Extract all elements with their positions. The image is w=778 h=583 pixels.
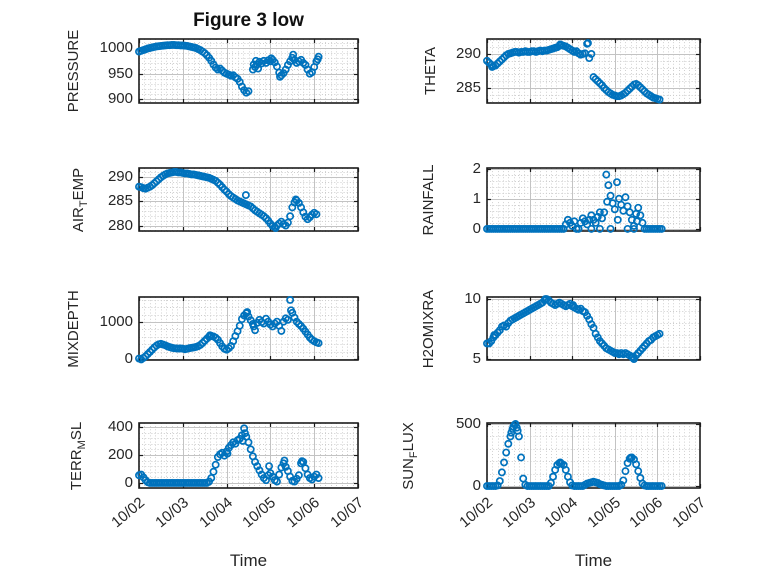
ylabel-subscript: T bbox=[78, 199, 90, 207]
x-tick-label: 10/06 bbox=[283, 494, 324, 532]
mixdepth-plot-canvas bbox=[131, 289, 366, 368]
y-tick-label: 1000 bbox=[99, 313, 133, 331]
y-tick-label: 500 bbox=[455, 415, 481, 432]
y-tick-label: 290 bbox=[455, 44, 481, 62]
y-tick-label: 290 bbox=[107, 167, 133, 185]
x-tick-label: 10/07 bbox=[669, 494, 709, 532]
h2omixra-plot-canvas bbox=[479, 289, 708, 368]
x-tick-label: 10/02 bbox=[108, 494, 148, 532]
ylabel-subscript: M bbox=[76, 439, 88, 449]
figure-title: Figure 3 low bbox=[193, 10, 304, 31]
x-tick-label: 10/07 bbox=[327, 494, 367, 532]
y-tick-label: 5 bbox=[472, 350, 481, 368]
sun-flux-plot-canvas bbox=[479, 415, 708, 496]
x-tick-label: 10/04 bbox=[195, 494, 236, 532]
rainfall-plot-canvas bbox=[479, 160, 708, 239]
subplot-pressure: 900 950 1000 PRESSURE bbox=[65, 30, 366, 112]
x-tick-label: 10/05 bbox=[239, 494, 280, 532]
y-tick-label: 0 bbox=[124, 473, 133, 491]
y-tick-label: 200 bbox=[107, 445, 133, 463]
subplot-air-temp: 280 285 290 AIRTEMP bbox=[70, 160, 366, 239]
x-tick-label: 10/04 bbox=[541, 494, 582, 532]
y-tick-label: 0 bbox=[472, 477, 481, 494]
subplot-rainfall: 0 1 2 RAINFALL bbox=[420, 160, 708, 239]
x-tick-label: 10/03 bbox=[498, 494, 539, 532]
terr-msl-plot-canvas bbox=[131, 415, 366, 496]
y-tick-label: 285 bbox=[107, 192, 133, 210]
terr-msl-ylabel: TERRMSL bbox=[68, 421, 88, 490]
y-tick-label: 285 bbox=[455, 79, 481, 97]
theta-plot-canvas bbox=[479, 31, 708, 111]
x-tick-label: 10/06 bbox=[626, 494, 667, 532]
y-tick-label: 0 bbox=[472, 219, 481, 237]
y-tick-label: 1000 bbox=[99, 39, 133, 56]
time-axis-label-right: Time bbox=[574, 551, 613, 570]
subplot-terr-msl: 0 200 400 TERRMSL 10/02 10/03 10/04 10/05 10/06 1… bbox=[68, 415, 367, 531]
subplot-h2omixra: 5 10 H2OMIXRA bbox=[420, 289, 708, 368]
subplot-sun-flux: 0 500 SUNFLUX 10/02 10/03 10/04 10/05 10/06 10/0… bbox=[400, 415, 709, 531]
subplot-theta: 285 290 THETA bbox=[422, 31, 708, 111]
ylabel-subscript: F bbox=[408, 450, 420, 458]
sun-flux-ylabel: SUNFLUX bbox=[400, 421, 420, 490]
air-temp-plot-canvas bbox=[131, 160, 366, 239]
time-axis-label-left: Time bbox=[229, 551, 268, 570]
y-tick-label: 400 bbox=[107, 417, 133, 435]
x-tick-label: 10/05 bbox=[584, 494, 624, 532]
y-tick-label: 1 bbox=[472, 189, 481, 207]
subplot-mixdepth: 0 1000 MIXDEPTH bbox=[65, 289, 366, 368]
y-tick-label: 900 bbox=[107, 90, 133, 108]
y-tick-label: 950 bbox=[107, 64, 133, 82]
y-tick-label: 10 bbox=[464, 290, 481, 308]
y-tick-label: 2 bbox=[472, 159, 481, 177]
pressure-plot-canvas bbox=[131, 31, 366, 111]
x-tick-label: 10/02 bbox=[456, 494, 496, 532]
h2omixra-ylabel: H2OMIXRA bbox=[420, 289, 437, 368]
y-tick-label: 280 bbox=[107, 217, 133, 235]
y-tick-label: 0 bbox=[124, 349, 133, 367]
x-tick-label: 10/03 bbox=[152, 494, 192, 532]
